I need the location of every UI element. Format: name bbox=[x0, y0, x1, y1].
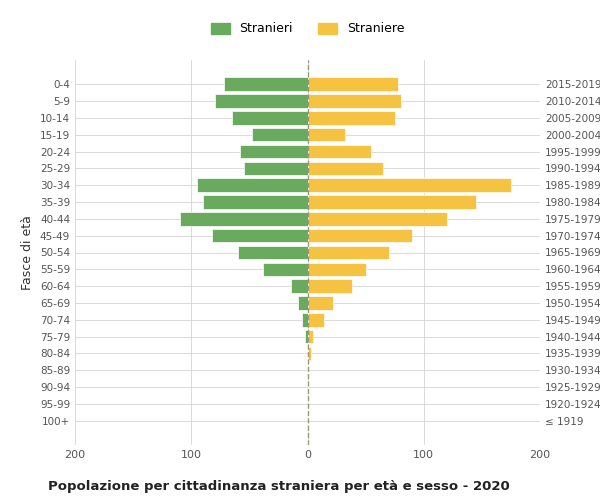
Bar bbox=[308, 280, 352, 293]
Y-axis label: Fasce di età: Fasce di età bbox=[22, 215, 34, 290]
Bar bbox=[308, 313, 324, 326]
Bar bbox=[308, 111, 395, 124]
Bar bbox=[263, 262, 308, 276]
Bar bbox=[308, 78, 398, 91]
Bar bbox=[179, 212, 308, 226]
Bar bbox=[291, 280, 308, 293]
Bar bbox=[308, 162, 383, 175]
Bar bbox=[238, 246, 308, 259]
Bar bbox=[308, 212, 447, 226]
Bar bbox=[305, 330, 308, 344]
Legend: Stranieri, Straniere: Stranieri, Straniere bbox=[205, 16, 410, 42]
Bar bbox=[240, 145, 308, 158]
Bar bbox=[308, 246, 389, 259]
Bar bbox=[244, 162, 308, 175]
Bar bbox=[308, 94, 401, 108]
Bar bbox=[308, 196, 476, 209]
Bar bbox=[197, 178, 308, 192]
Bar bbox=[252, 128, 308, 141]
Bar bbox=[308, 262, 365, 276]
Bar bbox=[308, 178, 511, 192]
Text: Popolazione per cittadinanza straniera per età e sesso - 2020: Popolazione per cittadinanza straniera p… bbox=[48, 480, 510, 493]
Bar bbox=[302, 313, 308, 326]
Bar bbox=[224, 78, 308, 91]
Bar bbox=[212, 229, 308, 242]
Bar bbox=[308, 296, 333, 310]
Bar bbox=[298, 296, 308, 310]
Bar bbox=[308, 145, 371, 158]
Bar bbox=[308, 330, 313, 344]
Bar bbox=[308, 346, 311, 360]
Bar bbox=[232, 111, 308, 124]
Bar bbox=[308, 128, 344, 141]
Bar bbox=[308, 229, 412, 242]
Bar bbox=[203, 196, 308, 209]
Bar bbox=[215, 94, 308, 108]
